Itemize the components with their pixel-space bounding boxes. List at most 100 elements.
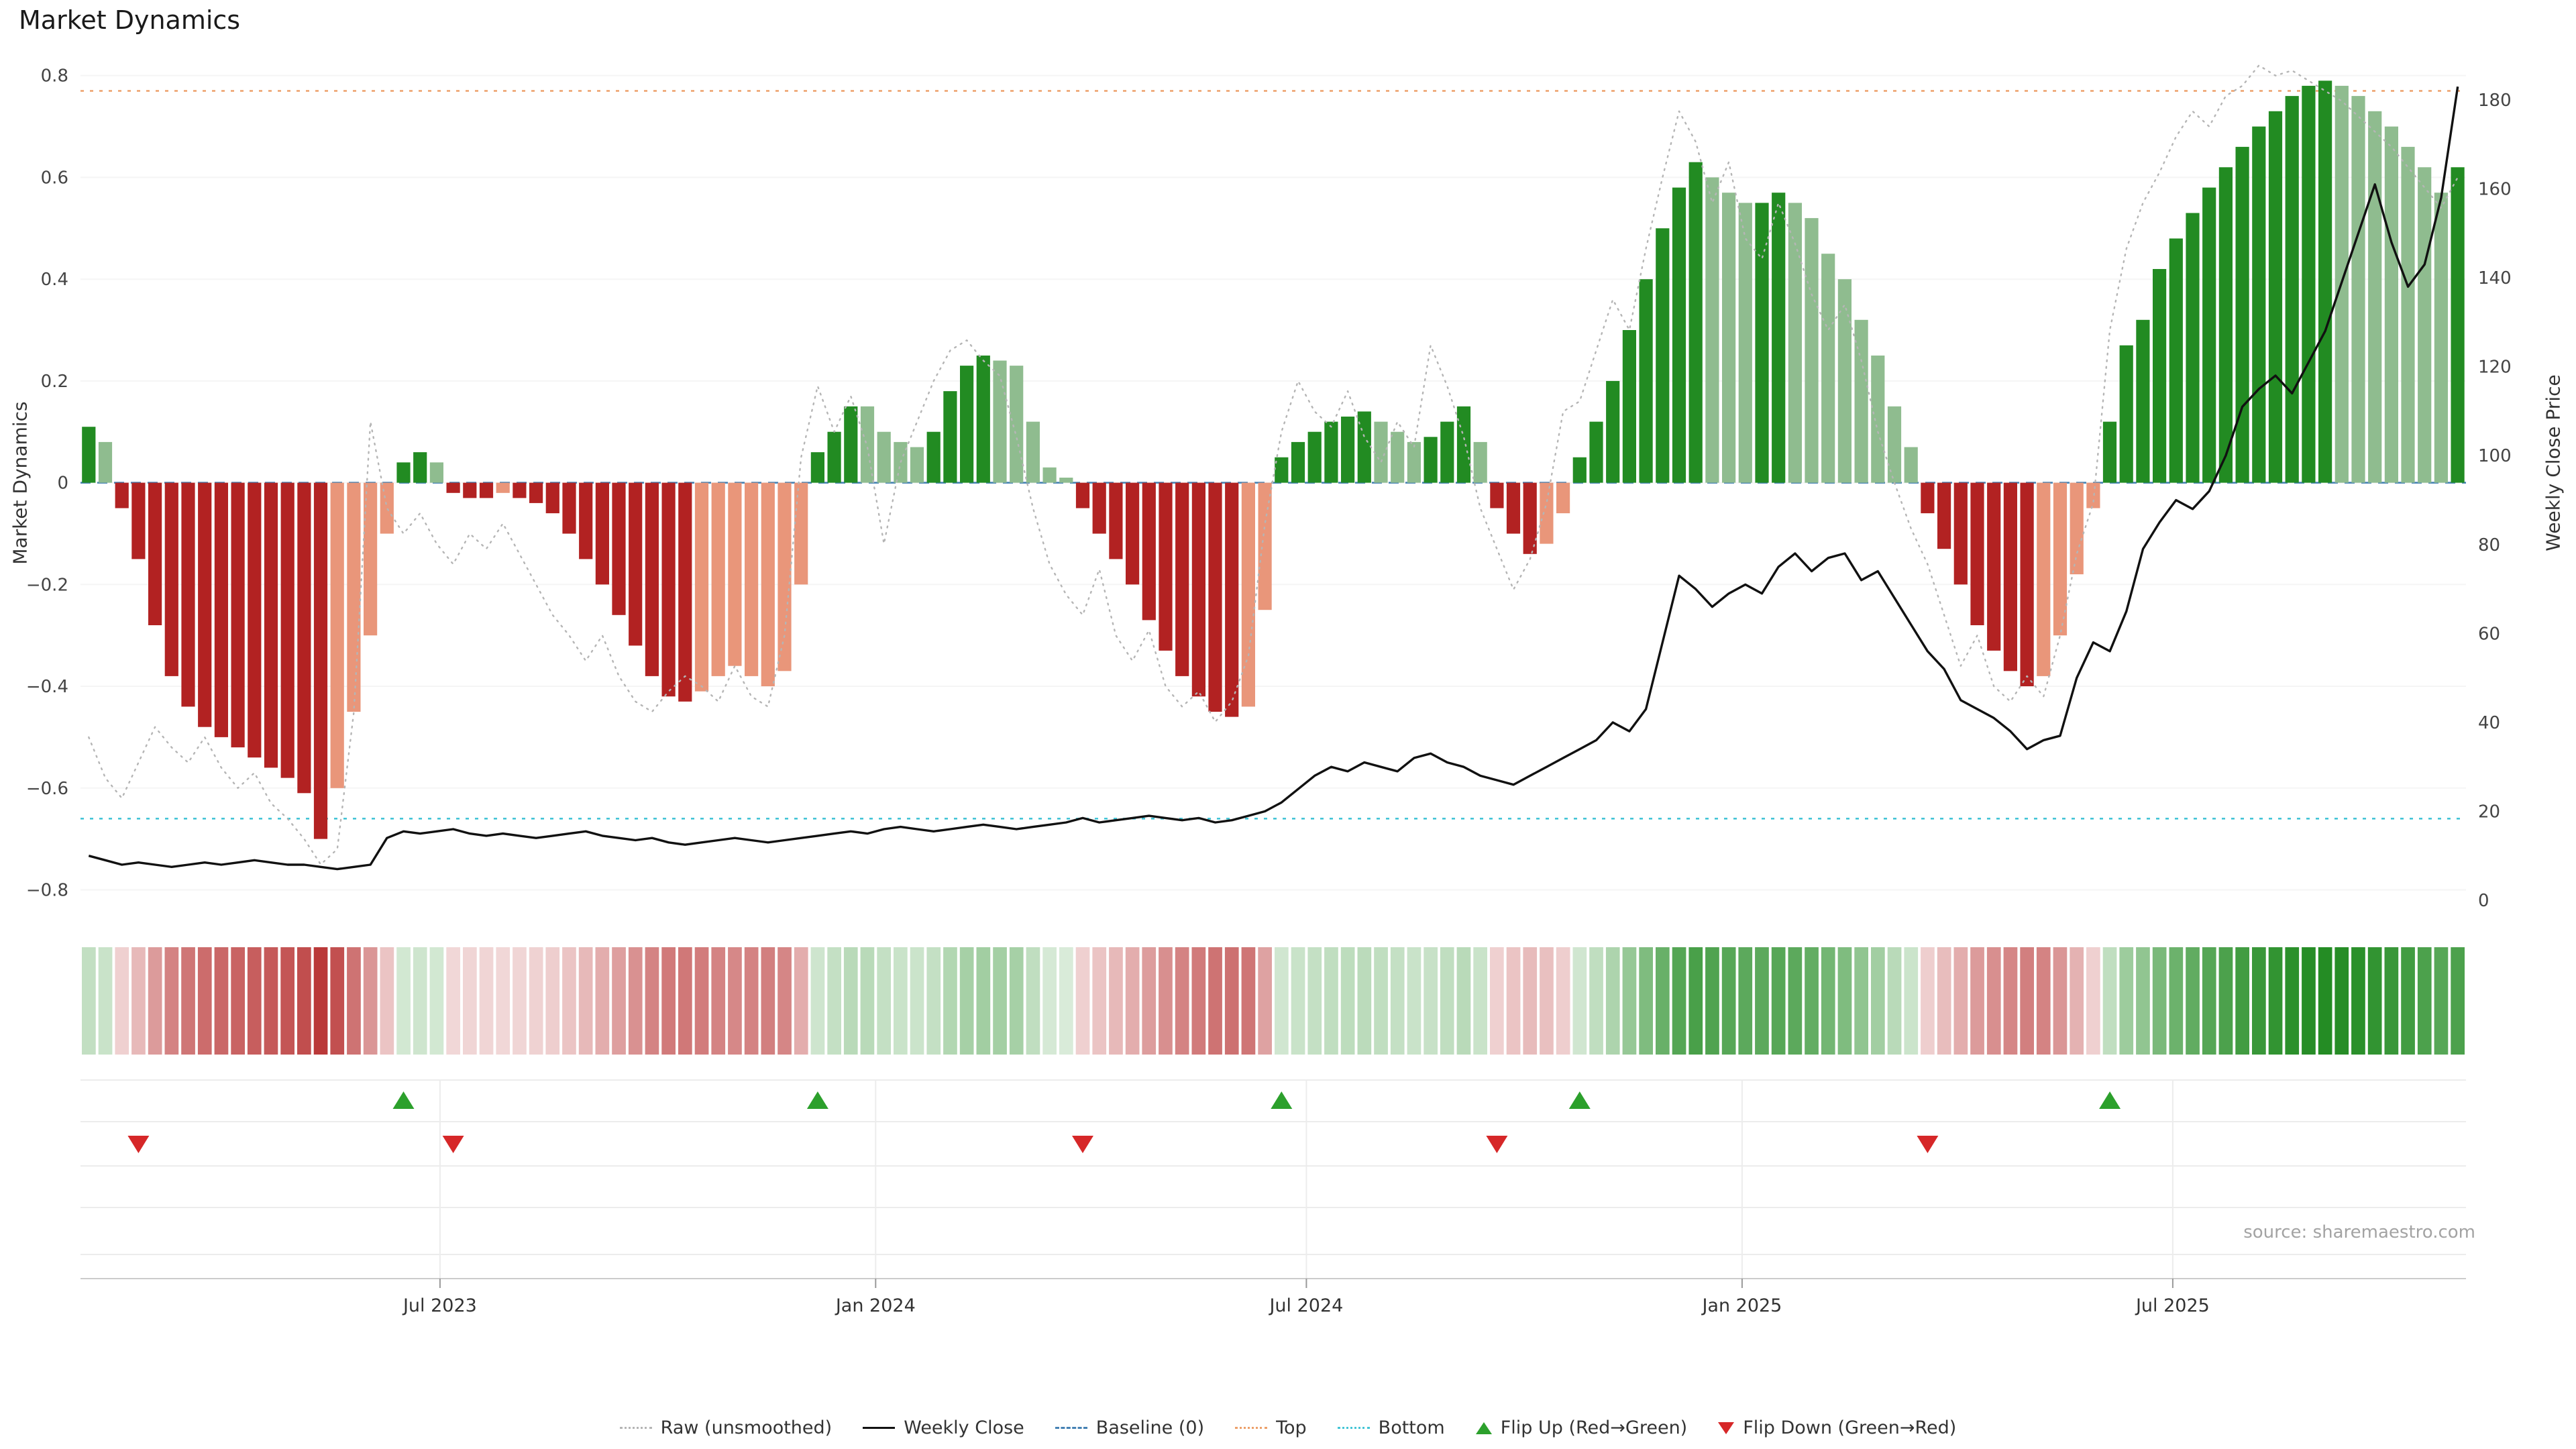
osc-bar bbox=[579, 482, 593, 559]
heatmap-cell bbox=[2302, 947, 2316, 1055]
osc-bar bbox=[661, 482, 676, 697]
heatmap-cell bbox=[513, 947, 527, 1055]
osc-bar bbox=[529, 482, 543, 503]
osc-bar bbox=[1075, 482, 1090, 508]
source-attribution: source: sharemaestro.com bbox=[2243, 1222, 2475, 1242]
heatmap-cell bbox=[1324, 947, 1338, 1055]
osc-bar bbox=[860, 406, 875, 483]
heatmap-cell bbox=[1241, 947, 1256, 1055]
flip-up-markers bbox=[392, 1091, 2121, 1109]
right-tick-label: 140 bbox=[2478, 268, 2512, 288]
heatmap-cell bbox=[297, 947, 311, 1055]
heatmap-cell bbox=[330, 947, 345, 1055]
heatmap-cell bbox=[2086, 947, 2100, 1055]
flip-down-markers bbox=[127, 1136, 1939, 1153]
heatmap-cell bbox=[2318, 947, 2332, 1055]
heatmap-cell bbox=[2351, 947, 2365, 1055]
heatmap-cell bbox=[1622, 947, 1637, 1055]
osc-bar bbox=[313, 482, 328, 839]
heatmap-cell bbox=[894, 947, 908, 1055]
left-axis-title: Market Dynamics bbox=[9, 401, 32, 565]
heatmap-cell bbox=[1705, 947, 1719, 1055]
heatmap-cell bbox=[1258, 947, 1272, 1055]
legend-line-swatch bbox=[1337, 1427, 1370, 1429]
osc-bar bbox=[1556, 482, 1570, 514]
x-tick-label: Jan 2025 bbox=[1701, 1295, 1782, 1316]
legend-line-swatch bbox=[1055, 1427, 1087, 1429]
heatmap-cell bbox=[197, 947, 212, 1055]
osc-bar bbox=[562, 482, 576, 534]
osc-bar bbox=[1904, 447, 1918, 483]
heatmap-cell bbox=[1109, 947, 1123, 1055]
weekly-close-line bbox=[88, 86, 2459, 871]
osc-bar bbox=[1772, 193, 1786, 483]
heatmap-cell bbox=[926, 947, 941, 1055]
heatmap-cell bbox=[1605, 947, 1620, 1055]
heatmap-cell bbox=[446, 947, 460, 1055]
osc-bar bbox=[1042, 467, 1057, 483]
legend-line-swatch bbox=[1235, 1427, 1268, 1429]
heatmap-cell bbox=[98, 947, 113, 1055]
heatmap-cell bbox=[2020, 947, 2034, 1055]
heatmap-cell bbox=[943, 947, 957, 1055]
left-tick-label: 0 bbox=[57, 474, 68, 494]
heatmap-cell bbox=[1672, 947, 1686, 1055]
legend-label: Raw (unsmoothed) bbox=[660, 1417, 833, 1438]
heatmap-cell bbox=[380, 947, 394, 1055]
right-tick-label: 160 bbox=[2478, 180, 2512, 200]
right-tick-label: 0 bbox=[2478, 891, 2489, 911]
osc-bar bbox=[1837, 279, 1851, 483]
osc-bar bbox=[2153, 269, 2167, 483]
heatmap-cell bbox=[1159, 947, 1173, 1055]
legend-label: Flip Down (Green→Red) bbox=[1743, 1417, 1957, 1438]
osc-bar bbox=[396, 462, 411, 483]
flip-up-triangle-icon bbox=[2099, 1091, 2121, 1109]
osc-bar bbox=[463, 482, 477, 498]
heatmap-cell bbox=[1523, 947, 1538, 1055]
legend-item: Baseline (0) bbox=[1055, 1417, 1204, 1438]
osc-bar bbox=[1175, 482, 1189, 676]
osc-bar bbox=[1937, 482, 1951, 549]
right-tick-label: 40 bbox=[2478, 713, 2500, 733]
right-tick-label: 20 bbox=[2478, 802, 2500, 822]
heatmap-cell bbox=[1986, 947, 2001, 1055]
heatmap-cell bbox=[2152, 947, 2167, 1055]
heatmap-cell bbox=[2053, 947, 2068, 1055]
osc-bar bbox=[728, 482, 742, 666]
osc-bar bbox=[976, 356, 990, 483]
osc-bar bbox=[496, 482, 510, 493]
flip-down-triangle-icon bbox=[1917, 1136, 1939, 1153]
osc-bar bbox=[1291, 441, 1305, 483]
flip-up-triangle-icon bbox=[1271, 1091, 1293, 1109]
heatmap-cell bbox=[595, 947, 610, 1055]
heatmap-cell bbox=[2036, 947, 2051, 1055]
heatmap-cell bbox=[479, 947, 494, 1055]
osc-bar bbox=[214, 482, 228, 737]
heatmap-cell bbox=[976, 947, 991, 1055]
legend-line-swatch bbox=[863, 1427, 896, 1429]
heatmap-cell bbox=[1374, 947, 1388, 1055]
osc-bar bbox=[629, 482, 643, 646]
reference-lines bbox=[80, 90, 2466, 820]
left-tick-label: 0.8 bbox=[41, 66, 68, 87]
heatmap-cell bbox=[1771, 947, 1786, 1055]
osc-bar bbox=[1572, 457, 1587, 483]
osc-bar bbox=[1010, 366, 1024, 483]
heatmap-cell bbox=[1970, 947, 1984, 1055]
heatmap-cell bbox=[247, 947, 262, 1055]
osc-bar bbox=[297, 482, 311, 794]
osc-bar bbox=[2003, 482, 2017, 672]
osc-bar bbox=[1424, 437, 1438, 483]
x-axis: Jul 2023 Jan 2024 Jul 2024 Jan 2025 Jul 2025 bbox=[80, 1278, 2466, 1316]
heatmap-cell bbox=[645, 947, 659, 1055]
flip-up-triangle-icon bbox=[806, 1091, 828, 1109]
osc-bar bbox=[2070, 482, 2084, 575]
osc-bar bbox=[1589, 421, 1603, 483]
osc-bar bbox=[777, 482, 792, 672]
heatmap-cell bbox=[463, 947, 477, 1055]
osc-bar bbox=[1059, 478, 1073, 483]
x-tick-label: Jul 2024 bbox=[1268, 1295, 1343, 1316]
flip-up-triangle-icon bbox=[392, 1091, 415, 1109]
osc-bar bbox=[1208, 482, 1222, 712]
